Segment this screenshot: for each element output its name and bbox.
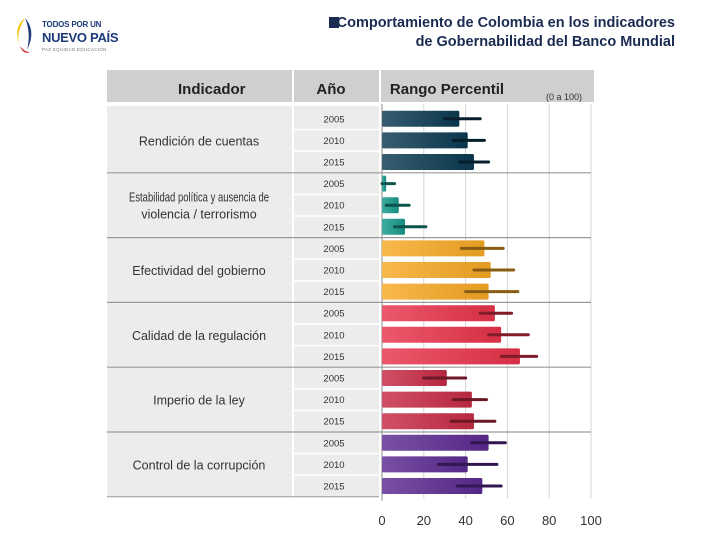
header-range-cell [381, 70, 594, 102]
x-tick-label: 100 [580, 513, 602, 528]
year-label: 2005 [323, 244, 344, 255]
year-label: 2015 [323, 352, 344, 363]
year-label: 2010 [323, 330, 344, 341]
indicator-label: Imperio de la ley [153, 394, 245, 408]
logo-line2: NUEVO PAÍS [42, 30, 119, 45]
year-label: 2005 [323, 179, 344, 190]
header-range: Rango Percentil [390, 81, 504, 98]
x-tick-label: 0 [378, 513, 385, 528]
indicator-column-bg [107, 106, 292, 497]
indicator-label: violencia / terrorismo [141, 208, 256, 222]
year-label: 2005 [323, 374, 344, 385]
bar [382, 413, 474, 430]
year-label: 2010 [323, 395, 344, 406]
bar [382, 132, 468, 149]
bar [382, 240, 485, 257]
logo-line1: TODOS POR UN [42, 20, 102, 29]
bar [382, 305, 495, 322]
title-line1: Comportamiento de Colombia en los indica… [336, 15, 675, 31]
page-title: Comportamiento de Colombia en los indica… [337, 14, 675, 52]
header-indicator: Indicador [178, 81, 246, 98]
bar [382, 370, 447, 386]
bar [382, 283, 489, 300]
indicator-label: Control de la corrupción [133, 458, 266, 472]
header-year-cell [294, 70, 379, 102]
logo-line3: PAZ EQUIDAD EDUCACIÓN [42, 47, 107, 52]
indicator-label: Efectividad del gobierno [132, 264, 265, 278]
x-tick-label: 60 [500, 513, 514, 528]
bar [382, 391, 472, 408]
year-label: 2015 [323, 417, 344, 428]
bar [382, 478, 483, 494]
bar [382, 456, 468, 473]
year-label: 2005 [323, 114, 344, 125]
year-label: 2005 [323, 309, 344, 320]
x-tick-label: 40 [458, 513, 472, 528]
bar [382, 434, 489, 451]
x-tick-label: 20 [417, 513, 431, 528]
bar [382, 154, 474, 170]
bar [382, 348, 520, 365]
year-label: 2015 [323, 158, 344, 169]
year-label: 2015 [323, 222, 344, 233]
title-line2: de Gobernabilidad del Banco Mundial [415, 34, 675, 50]
bar [382, 110, 460, 127]
title-square-icon [329, 17, 339, 28]
year-label: 2010 [323, 201, 344, 212]
indicator-label: Calidad de la regulación [132, 329, 266, 343]
header-indicator-cell [107, 70, 292, 102]
bar [382, 326, 502, 343]
header-range-note: (0 a 100) [546, 92, 582, 102]
year-label: 2015 [323, 287, 344, 298]
indicator-label: Rendición de cuentas [139, 134, 259, 148]
logo: TODOS POR UN NUEVO PAÍS PAZ EQUIDAD EDUC… [12, 14, 122, 64]
x-tick-label: 80 [542, 513, 556, 528]
logo-mark-icon [17, 18, 32, 53]
year-label: 2015 [323, 482, 344, 493]
year-label: 2005 [323, 438, 344, 449]
year-label: 2010 [323, 460, 344, 471]
year-label: 2010 [323, 136, 344, 147]
year-label: 2010 [323, 266, 344, 277]
header-year: Año [316, 81, 345, 98]
bar [382, 262, 491, 278]
indicator-label: Estabilidad política y ausencia de [129, 191, 269, 205]
